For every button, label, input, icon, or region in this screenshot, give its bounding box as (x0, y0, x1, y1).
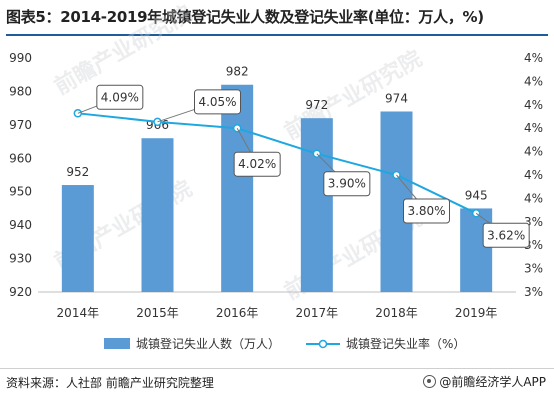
rate-line (77, 112, 477, 215)
left-tick-label: 930 (9, 252, 32, 266)
rate-value-label: 4.02% (238, 157, 276, 171)
left-tick-label: 990 (9, 51, 32, 65)
right-tick-label: 4% (524, 168, 543, 182)
rate-callout-box (482, 222, 530, 248)
bar (300, 118, 333, 293)
bar-value-label: 952 (66, 165, 89, 179)
right-tick-label: 3% (524, 262, 543, 276)
rate-value-label: 3.62% (487, 228, 525, 242)
right-tick-label: 4% (524, 191, 543, 205)
bar-value-label: 974 (385, 91, 408, 105)
rate-callout-box (96, 84, 144, 110)
bar-value-label: 945 (465, 188, 488, 202)
left-tick-label: 960 (9, 151, 32, 165)
brand-label: @前瞻经济学人APP (439, 375, 546, 389)
bar (221, 84, 254, 292)
left-tick-label: 920 (9, 285, 32, 299)
bar-value-label: 972 (305, 98, 328, 112)
right-tick-label: 4% (524, 98, 543, 112)
left-tick-label: 950 (9, 185, 32, 199)
right-tick-label: 4% (524, 74, 543, 88)
rate-value-label: 4.09% (101, 90, 139, 104)
source-note: 资料来源：人社部 前瞻产业研究院整理 (6, 376, 214, 390)
right-tick-label: 3% (524, 285, 543, 299)
x-tick-label: 2017年 (296, 306, 339, 320)
x-tick-label: 2018年 (375, 306, 418, 320)
right-tick-label: 4% (524, 121, 543, 135)
left-tick-label: 980 (9, 84, 32, 98)
x-tick-label: 2019年 (455, 306, 498, 320)
left-tick-label: 970 (9, 118, 32, 132)
bar (141, 138, 174, 292)
chart-title: 图表5：2014-2019年城镇登记失业人数及登记失业率(单位：万人，%) (6, 8, 484, 26)
left-tick-label: 940 (9, 218, 32, 232)
rate-value-label: 3.80% (407, 204, 445, 218)
legend-line-marker (318, 339, 328, 349)
title-divider (6, 34, 548, 36)
brand-logo-icon (423, 375, 437, 388)
legend-bar-label: 城镇登记失业人数（万人） (136, 336, 280, 351)
rate-callout-box (194, 89, 241, 115)
rate-value-label: 4.05% (198, 95, 236, 109)
bar-value-label: 982 (226, 65, 249, 79)
x-tick-label: 2015年 (136, 306, 179, 320)
rate-callout-box (233, 151, 281, 177)
footer-divider (0, 368, 554, 369)
rate-point (232, 123, 242, 133)
rate-callout-box (323, 171, 371, 197)
brand: @前瞻经济学人APP (423, 373, 546, 390)
bar (460, 208, 493, 292)
right-tick-label: 4% (524, 145, 543, 159)
legend-bar-swatch (104, 338, 130, 349)
rate-callout-box (403, 198, 450, 224)
legend-line-label: 城镇登记失业率（%） (346, 336, 465, 351)
right-tick-label: 4% (524, 51, 543, 65)
rate-value-label: 3.90% (328, 177, 366, 191)
x-tick-label: 2016年 (216, 306, 259, 320)
bar (61, 185, 94, 292)
x-tick-label: 2014年 (57, 306, 100, 320)
